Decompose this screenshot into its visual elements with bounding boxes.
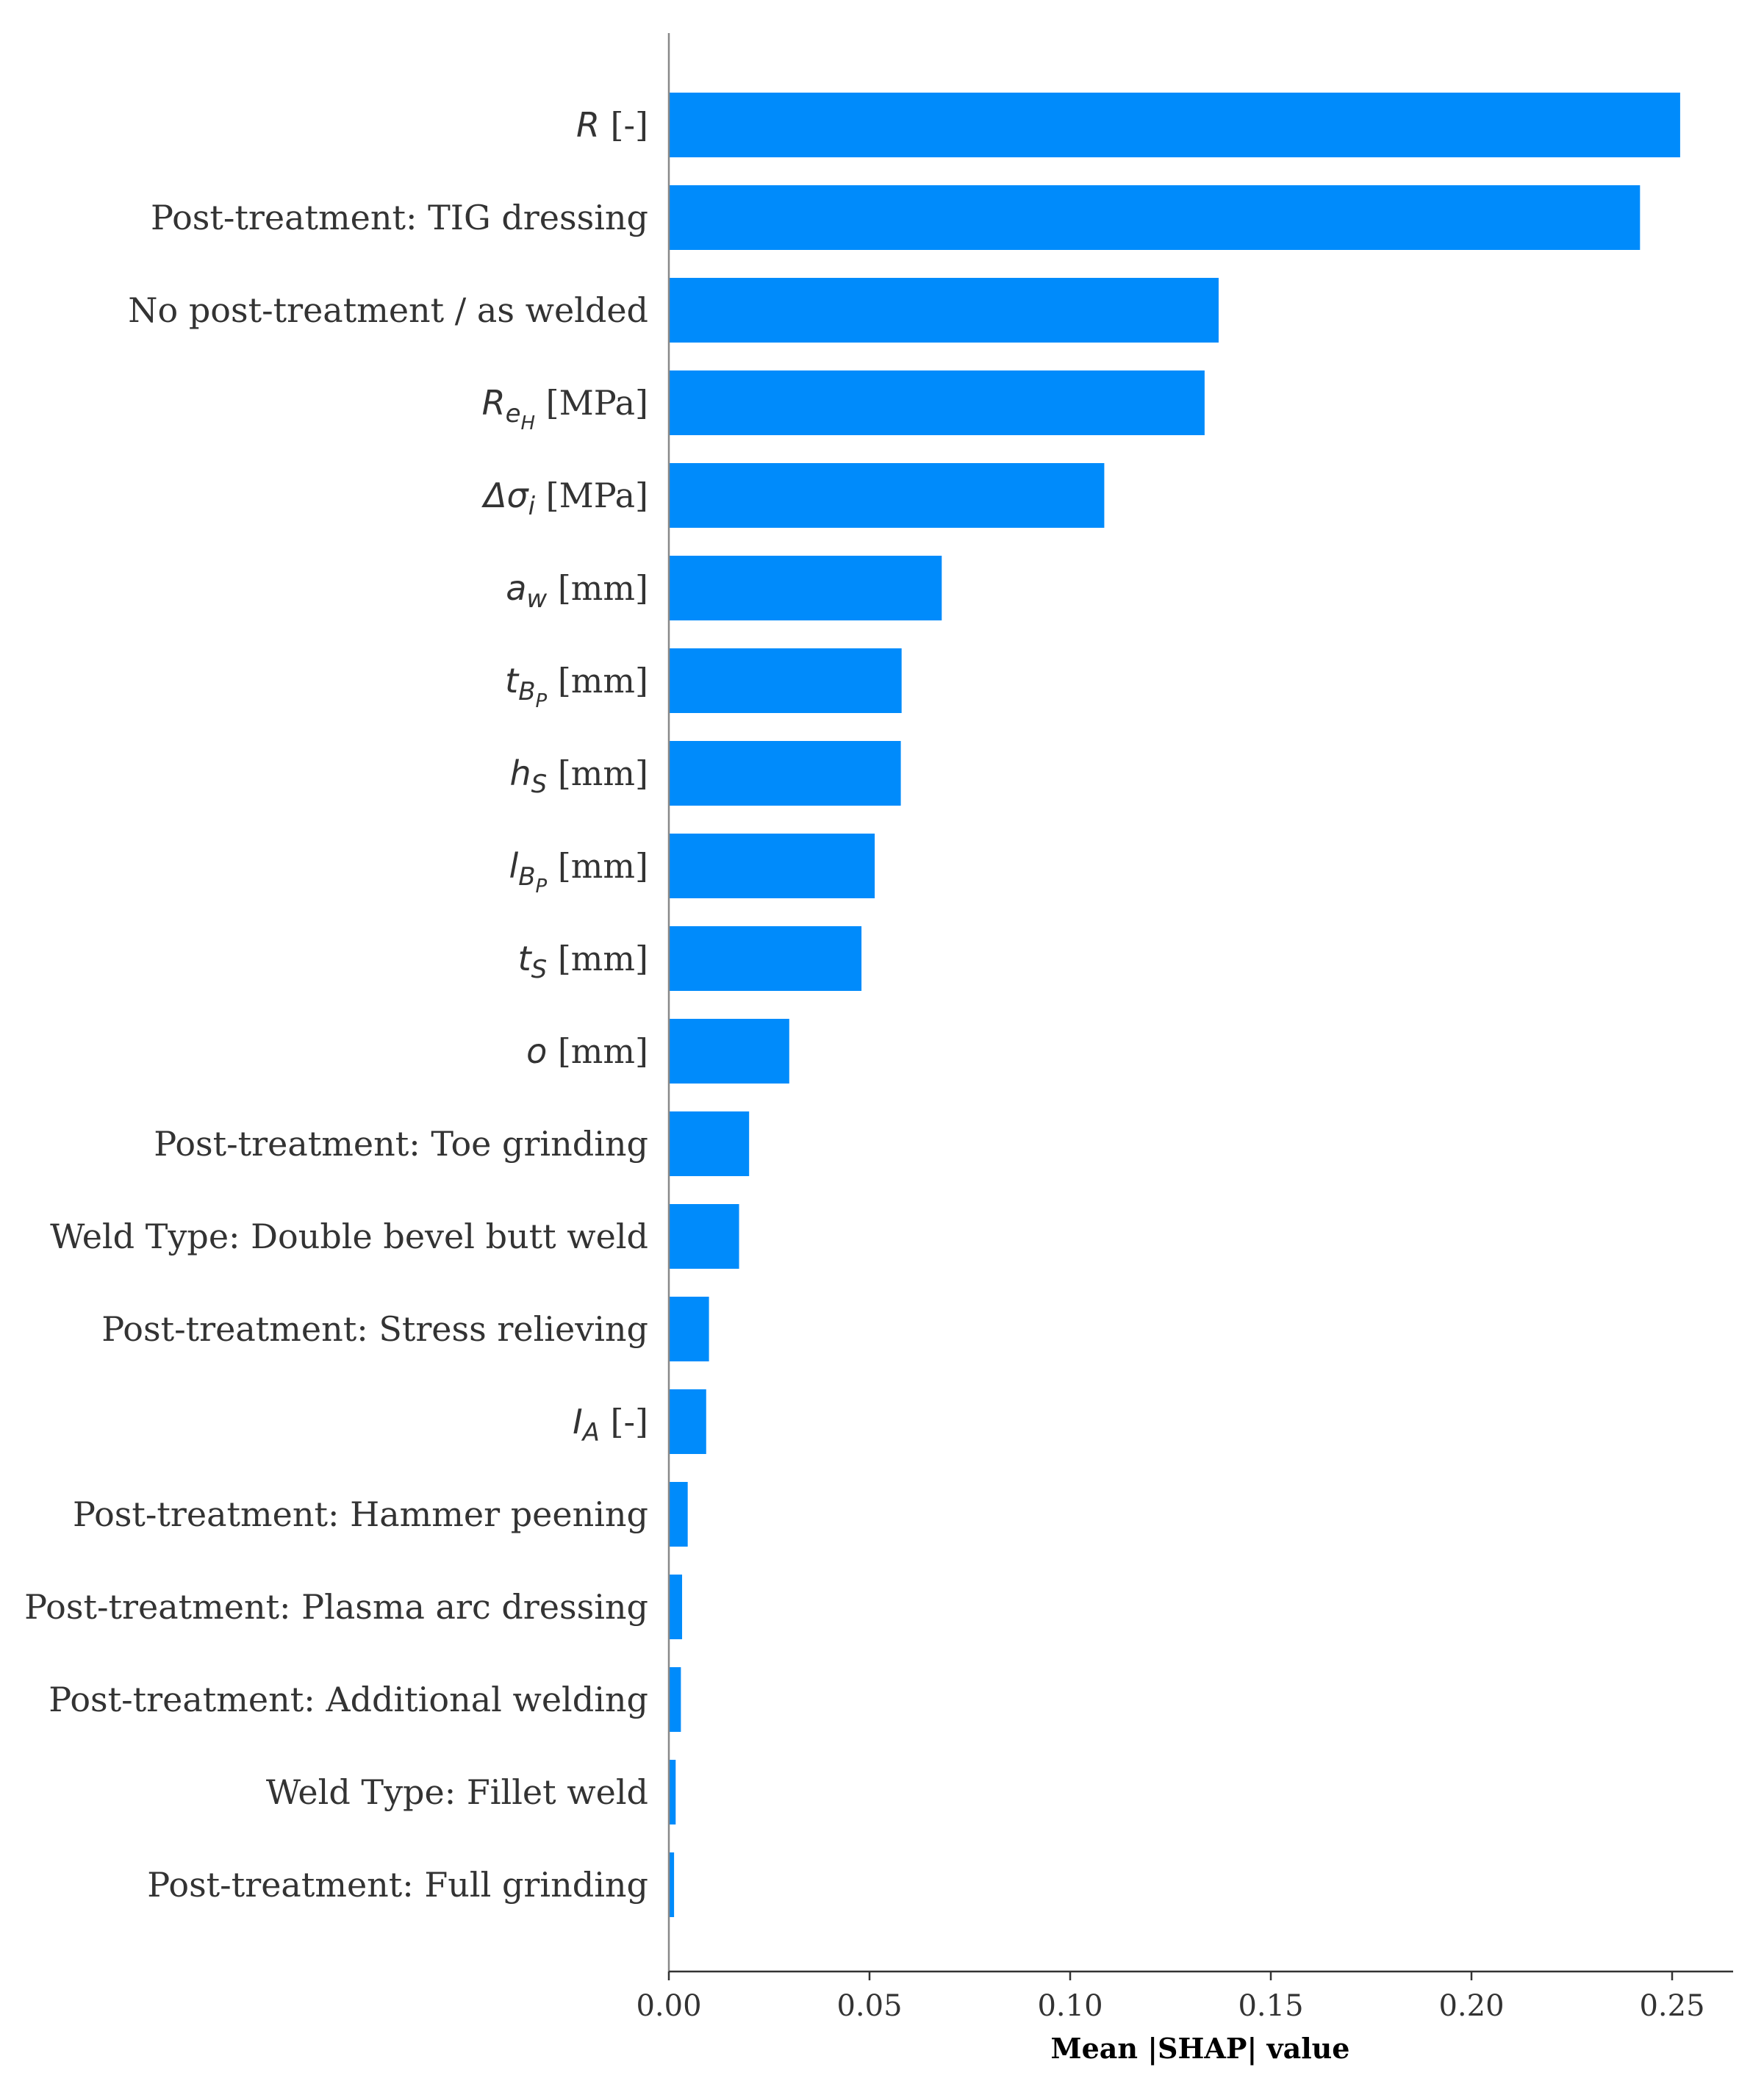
category-label-13: Post-treatment: Stress relieving (101, 1309, 648, 1349)
category-label-18: Weld Type: Fillet weld (266, 1772, 648, 1812)
bar-8 (669, 834, 875, 898)
x-tick-label-0: 0.00 (636, 1989, 701, 2023)
x-ticks-group: 0.00 0.05 0.10 0.15 0.20 0.25 (636, 1972, 1705, 2023)
category-label-10: o [mm] (526, 1031, 648, 1071)
bar-10 (669, 1019, 789, 1084)
bar-9 (669, 926, 862, 991)
category-label-17: Post-treatment: Additional welding (49, 1680, 648, 1719)
bar-2 (669, 278, 1219, 343)
bar-12 (669, 1204, 739, 1269)
bar-17 (669, 1667, 681, 1732)
bar-0 (669, 93, 1680, 157)
bar-14 (669, 1389, 706, 1454)
bar-13 (669, 1297, 709, 1361)
bar-19 (669, 1852, 675, 1917)
category-label-4: Δσi [MPa] (481, 476, 648, 521)
bar-5 (669, 556, 942, 620)
category-label-19: Post-treatment: Full grinding (147, 1865, 648, 1905)
category-labels-group: R [-] Post-treatment: TIG dressing No post… (24, 105, 648, 1905)
bar-18 (669, 1760, 676, 1824)
category-label-14: IA [-] (573, 1402, 648, 1447)
category-label-0: R [-] (576, 105, 648, 145)
category-label-6: tBP [mm] (505, 661, 648, 712)
bar-16 (669, 1575, 683, 1639)
bar-15 (669, 1482, 688, 1547)
x-tick-label-4: 0.20 (1438, 1989, 1504, 2023)
bar-1 (669, 185, 1641, 250)
bar-6 (669, 648, 902, 713)
category-label-7: hS [mm] (509, 753, 648, 799)
category-label-2: No post-treatment / as welded (128, 290, 648, 330)
bar-11 (669, 1111, 750, 1176)
category-label-9: tS [mm] (518, 939, 648, 984)
category-label-12: Weld Type: Double bevel butt weld (50, 1217, 648, 1256)
x-tick-label-3: 0.15 (1238, 1989, 1303, 2023)
category-label-8: lBP [mm] (509, 846, 648, 898)
bar-4 (669, 463, 1105, 528)
category-label-5: aw [mm] (506, 568, 648, 614)
category-label-15: Post-treatment: Hammer peening (73, 1494, 648, 1534)
category-label-16: Post-treatment: Plasma arc dressing (24, 1587, 648, 1627)
x-tick-label-2: 0.10 (1037, 1989, 1102, 2023)
category-label-1: Post-treatment: TIG dressing (151, 198, 648, 237)
category-label-3: ReH [MPa] (482, 383, 648, 434)
x-tick-label-1: 0.05 (836, 1989, 902, 2023)
bars-group (669, 93, 1680, 1917)
x-axis-title: Mean |SHAP| value (1051, 2032, 1350, 2065)
bar-3 (669, 370, 1205, 435)
category-label-11: Post-treatment: Toe grinding (154, 1124, 648, 1164)
bar-7 (669, 741, 901, 806)
x-tick-label-5: 0.25 (1639, 1989, 1704, 2023)
